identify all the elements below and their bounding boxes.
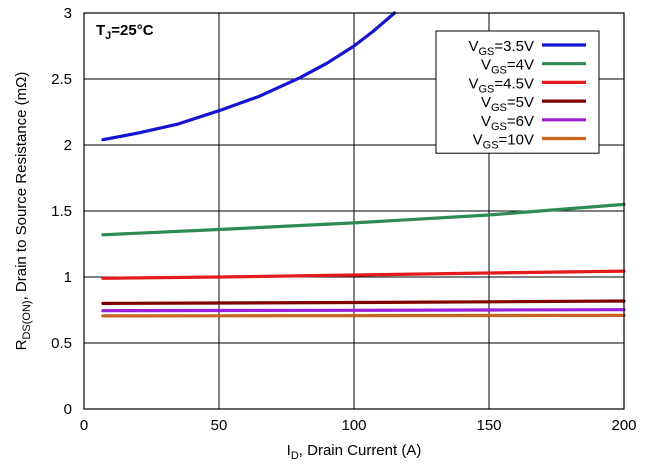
x-tick-label: 150 <box>476 417 501 434</box>
x-tick-label: 0 <box>80 417 88 434</box>
y-tick-label: 2 <box>64 137 72 154</box>
legend-label-3: VGS=5V <box>481 94 534 114</box>
y-tick-label: 0.5 <box>51 335 72 352</box>
x-tick-label: 200 <box>611 417 636 434</box>
plot-frame <box>83 12 625 410</box>
x-tick-label: 100 <box>341 417 366 434</box>
series-line-2 <box>101 269 626 280</box>
tick-labels: 0 50 100 150 200 0 0.5 1 1.5 2 2.5 3 <box>51 5 636 434</box>
legend: VGS=3.5VVGS=4VVGS=4.5VVGS=5VVGS=6VVGS=10… <box>435 30 600 154</box>
temperature-annotation: TJ=25°C <box>96 22 154 42</box>
y-tick-label: 1.5 <box>51 203 72 220</box>
legend-label-0: VGS=3.5V <box>468 38 534 58</box>
x-axis-title: ID, Drain Current (A) <box>287 442 422 462</box>
x-tick-label: 50 <box>211 417 228 434</box>
y-tick-label: 1 <box>64 269 72 286</box>
y-axis-title: RDS(ON), Drain to Source Resistance (mΩ) <box>13 72 33 351</box>
legend-box <box>435 30 600 154</box>
legend-label-4: VGS=6V <box>481 113 534 133</box>
y-tick-label: 2.5 <box>51 71 72 88</box>
series-lines <box>101 11 626 318</box>
series-line-1 <box>101 202 626 237</box>
series-line-5 <box>101 313 626 318</box>
series-line-0 <box>101 11 397 142</box>
series-line-3 <box>101 299 626 305</box>
legend-label-2: VGS=4.5V <box>468 75 534 95</box>
y-tick-label: 3 <box>64 5 72 22</box>
y-tick-label: 0 <box>64 401 72 418</box>
legend-label-1: VGS=4V <box>481 57 534 77</box>
series-line-4 <box>101 308 626 313</box>
legend-label-5: VGS=10V <box>473 132 534 152</box>
